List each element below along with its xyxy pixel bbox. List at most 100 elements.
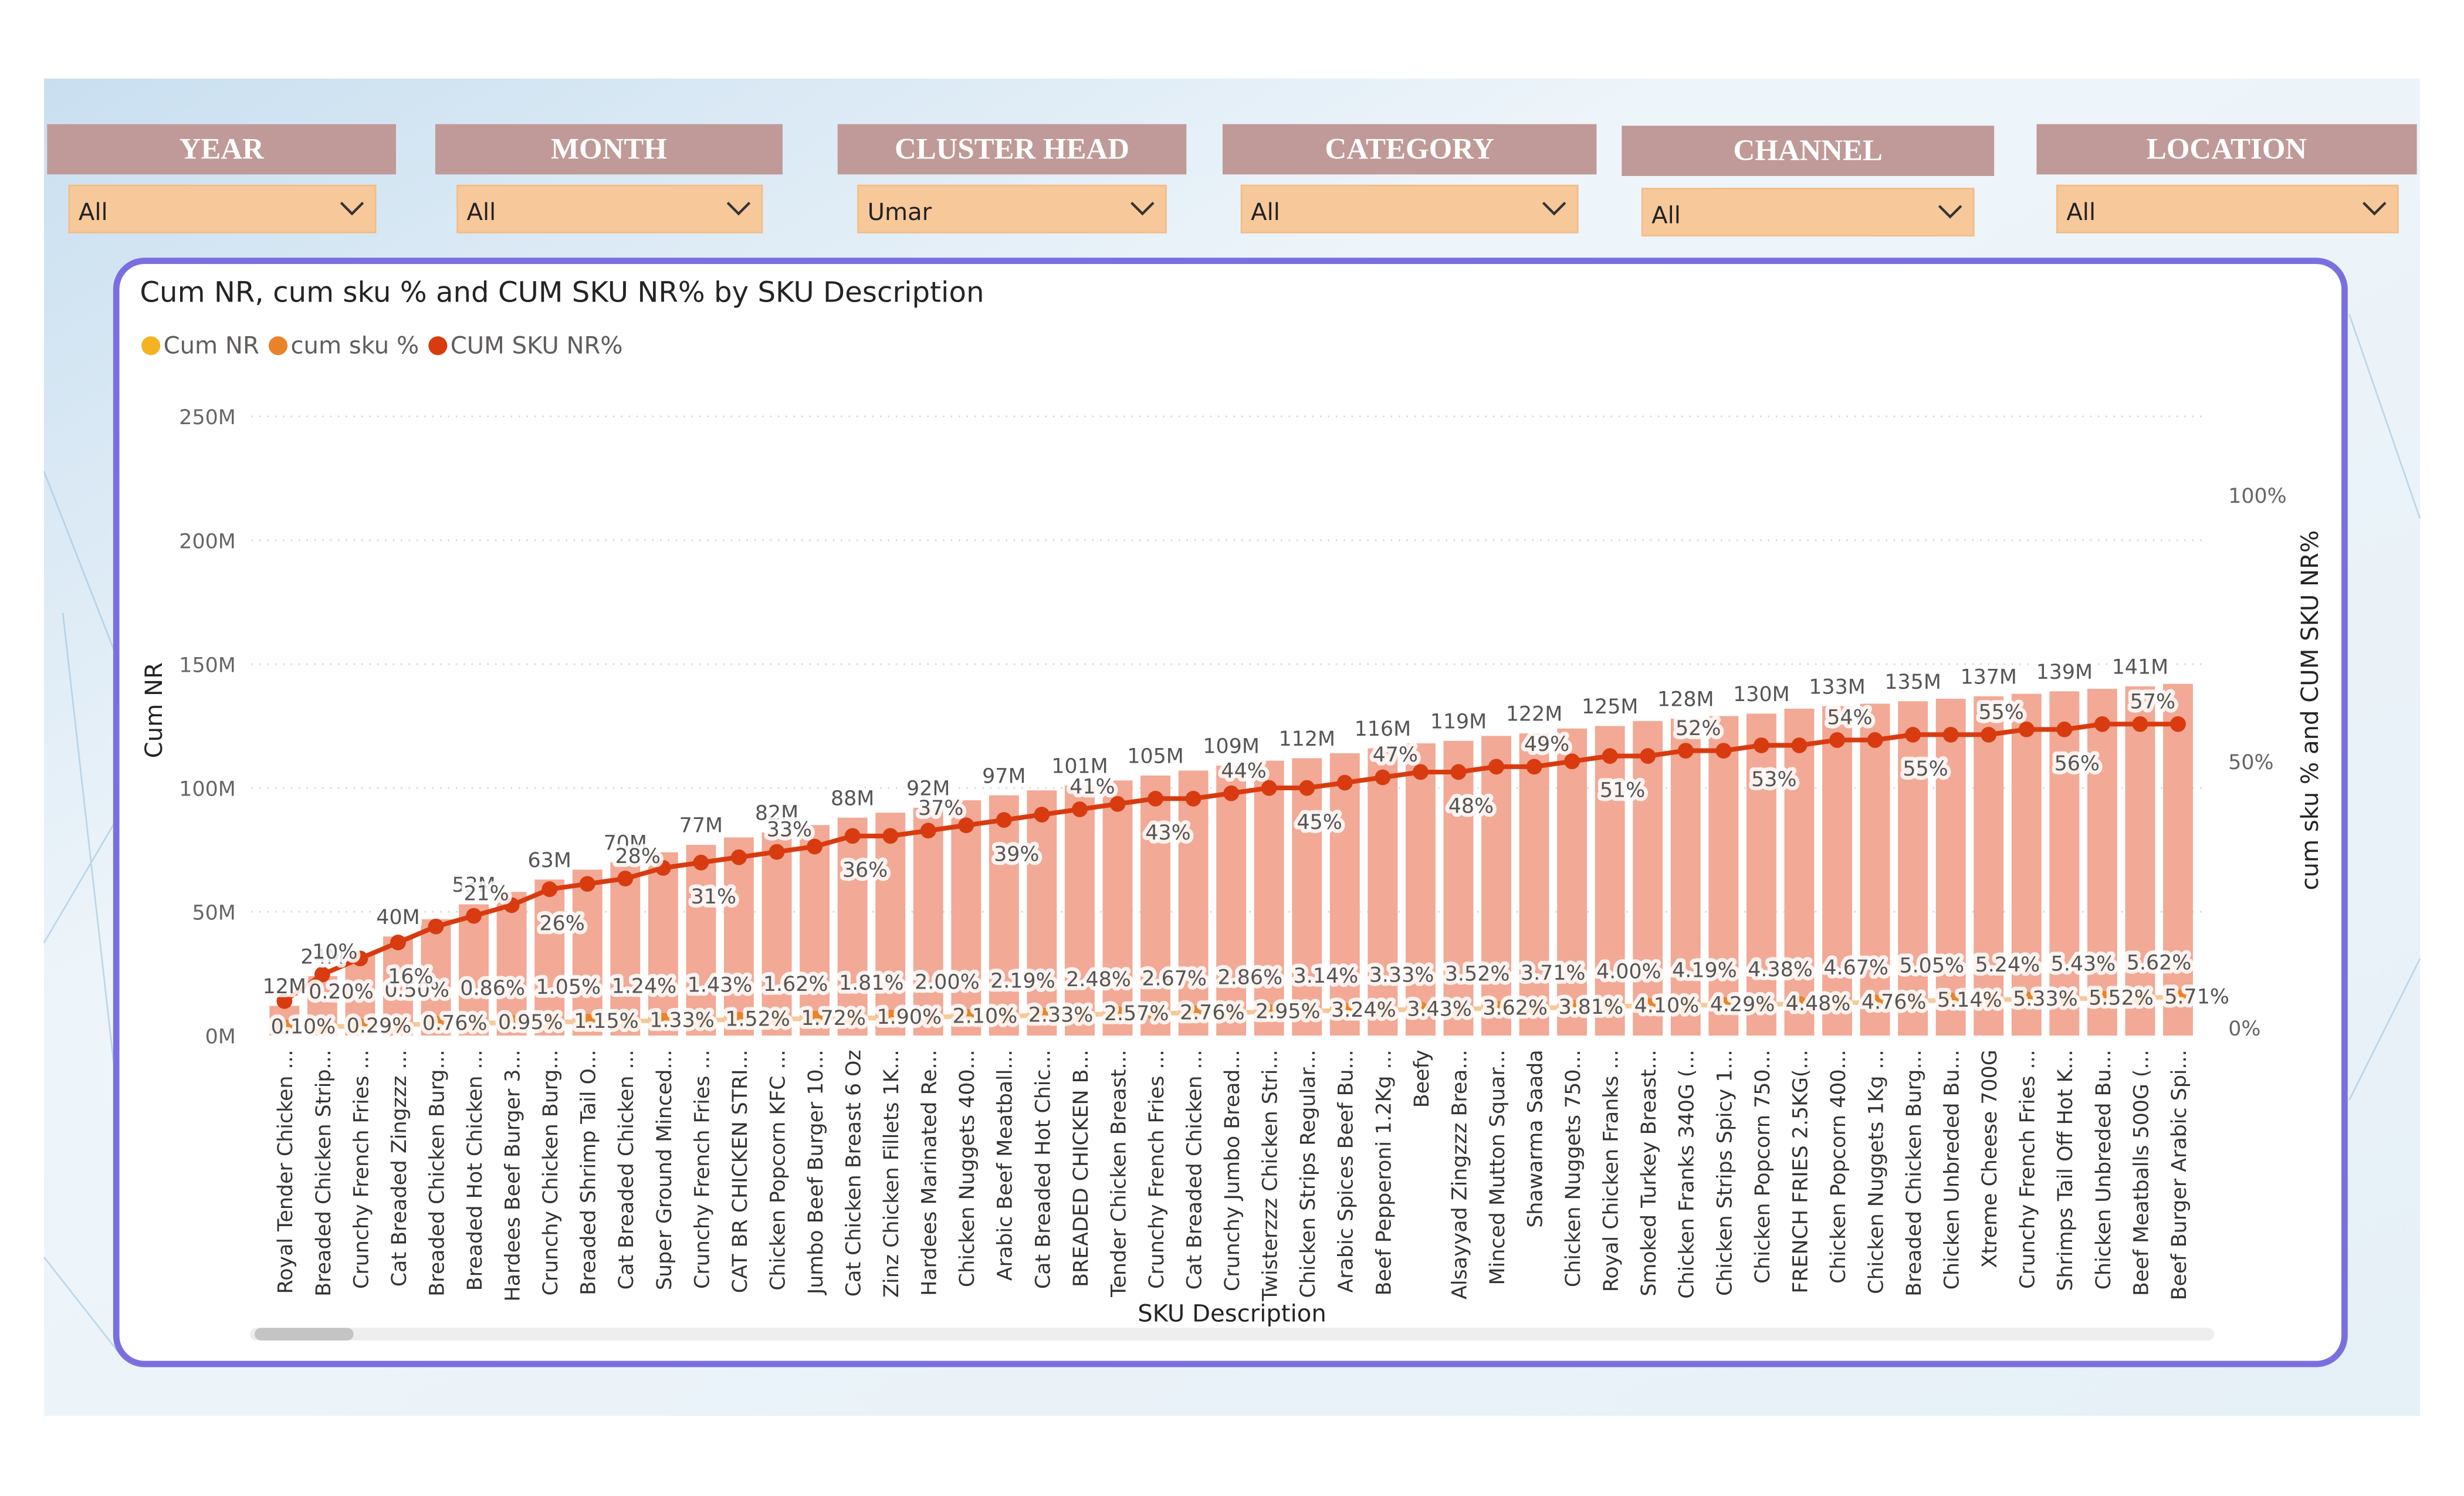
x-tick-label: Crunchy French Fries ... <box>2016 1050 2040 1289</box>
line-value-label: 48% <box>1448 795 1494 818</box>
line-value-label: 5.05% <box>1899 955 1964 978</box>
x-tick-label: Chicken Nuggets 1Kg ... <box>1864 1050 1888 1294</box>
line-marker <box>1791 737 1808 753</box>
bar <box>1140 775 1170 1036</box>
line-value-label: 2.57% <box>1104 1002 1169 1025</box>
slicer-dropdown[interactable] <box>857 184 1167 233</box>
line-marker <box>2170 989 2186 1006</box>
line-value-label: 1.90% <box>877 1006 942 1029</box>
line-marker <box>1715 997 1732 1013</box>
line-value-label: 55% <box>1978 701 2023 725</box>
line-value-label: 1.05% <box>536 976 601 999</box>
line-marker <box>390 1017 406 1033</box>
line-value-label: 56% <box>2055 752 2100 776</box>
line-value-label: 0.20% <box>309 980 374 1004</box>
line-marker <box>1148 790 1163 807</box>
slicer-dropdown[interactable] <box>68 184 377 233</box>
line-value-label: 2.00% <box>915 970 980 994</box>
legend-marker <box>428 336 448 356</box>
slicer-label: LOCATION <box>2147 133 2307 166</box>
x-tick-label: Chicken Popcorn 400... <box>1827 1050 1850 1284</box>
dropdown-chevron <box>726 202 751 216</box>
slicer-value: All <box>467 199 496 226</box>
bar <box>800 825 830 1036</box>
bar <box>1102 780 1133 1036</box>
line-marker <box>1261 780 1277 796</box>
line-value-label: 2.95% <box>1255 1000 1321 1024</box>
line-value-label: 21% <box>463 882 509 905</box>
line-value-label: 4.48% <box>1786 992 1851 1016</box>
bar-value-label: 88M <box>831 787 874 810</box>
bar <box>534 879 565 1036</box>
bar <box>1292 758 1322 1036</box>
bar-value-label: 101M <box>1051 754 1108 778</box>
line-value-label: 2.33% <box>1028 1003 1094 1027</box>
x-tick-label: Shrimps Tail Off Hot K... <box>2054 1050 2077 1291</box>
slicer-dropdown[interactable] <box>456 184 763 233</box>
x-tick-label: Beef Burger Arabic Spi... <box>2168 1050 2191 1300</box>
bars <box>269 683 2193 1036</box>
line-marker <box>920 1009 936 1025</box>
line-marker <box>1450 764 1467 780</box>
x-axis-title: SKU Description <box>1138 1301 1326 1328</box>
line-value-label: 10% <box>312 940 357 964</box>
line-marker <box>769 1011 785 1027</box>
line-marker <box>2018 721 2035 737</box>
line-value-label: 0.86% <box>460 977 525 1000</box>
line-value-label: 2.48% <box>1066 968 1131 991</box>
bar <box>572 869 603 1036</box>
line-value-label: 16% <box>388 965 433 989</box>
slicer-dropdown[interactable] <box>1240 184 1579 233</box>
slicer-dropdown[interactable] <box>2056 184 2399 233</box>
line-marker <box>655 859 671 876</box>
slicer-header <box>435 124 783 175</box>
line-marker <box>1109 796 1126 812</box>
x-tick-label: Breaded Chicken Burg... <box>425 1050 449 1296</box>
line-marker <box>1602 999 1618 1014</box>
bar <box>1708 716 1739 1036</box>
line-value-label: 1.43% <box>688 974 753 997</box>
bar-value-label: 128M <box>1657 688 1714 711</box>
line-marker <box>844 1010 861 1026</box>
x-tick-label: Alsayyad Zingzzz Brea... <box>1448 1050 1471 1299</box>
x-tick-label: Hardees Beef Burger 3... <box>502 1050 525 1301</box>
line-marker <box>1299 1003 1315 1019</box>
bar-value-label: 70M <box>604 831 647 855</box>
line-marker <box>1034 1007 1050 1024</box>
line-marker <box>276 1019 293 1035</box>
line-value-label: 1.81% <box>839 972 904 995</box>
bar <box>1329 753 1360 1036</box>
bar <box>1784 708 1815 1036</box>
bar <box>1974 696 2004 1036</box>
slicer-label: MONTH <box>551 133 667 166</box>
line-marker <box>1299 780 1315 796</box>
x-tick-label: Crunchy Jumbo Bread... <box>1221 1050 1244 1291</box>
bar <box>2049 691 2080 1036</box>
line-marker <box>428 918 444 935</box>
line-marker <box>1829 732 1845 748</box>
line-marker <box>352 950 368 967</box>
line-marker <box>958 1008 974 1025</box>
line-value-label: 3.43% <box>1407 997 1472 1021</box>
slicer-value: All <box>79 199 108 226</box>
line-value-label: 3.62% <box>1483 997 1548 1020</box>
slicer-header <box>2036 124 2417 175</box>
line-value-label: 0.29% <box>347 1014 412 1038</box>
line-marker <box>503 1014 520 1031</box>
line-marker <box>1905 993 1921 1009</box>
line-value-label: 37% <box>918 797 963 820</box>
bar-value-label: 130M <box>1733 683 1789 706</box>
line-marker <box>996 1008 1012 1024</box>
line-marker <box>579 1013 595 1030</box>
slicer-dropdown[interactable] <box>1641 188 1975 237</box>
line-marker <box>1829 994 1845 1011</box>
line-marker <box>1715 743 1732 759</box>
line-marker <box>314 1018 330 1035</box>
dropdown-chevron <box>1131 202 1155 216</box>
line-marker <box>1375 1002 1391 1018</box>
line-value-label: 5.24% <box>1975 953 2040 977</box>
line-value-label: 1.72% <box>801 1007 866 1030</box>
line-value-label: 39% <box>994 842 1039 866</box>
bar <box>459 904 489 1036</box>
x-tick-label: CAT BR CHICKEN STRI... <box>729 1050 752 1293</box>
